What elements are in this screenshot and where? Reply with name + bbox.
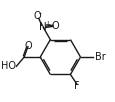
Text: O: O (24, 41, 32, 51)
Text: +: + (44, 20, 50, 29)
Text: HO: HO (1, 61, 16, 71)
Text: F: F (73, 81, 79, 91)
Text: N: N (39, 22, 47, 32)
Text: O: O (33, 11, 41, 21)
Text: O: O (51, 21, 59, 31)
Text: -: - (39, 9, 42, 18)
Text: Br: Br (94, 52, 105, 62)
